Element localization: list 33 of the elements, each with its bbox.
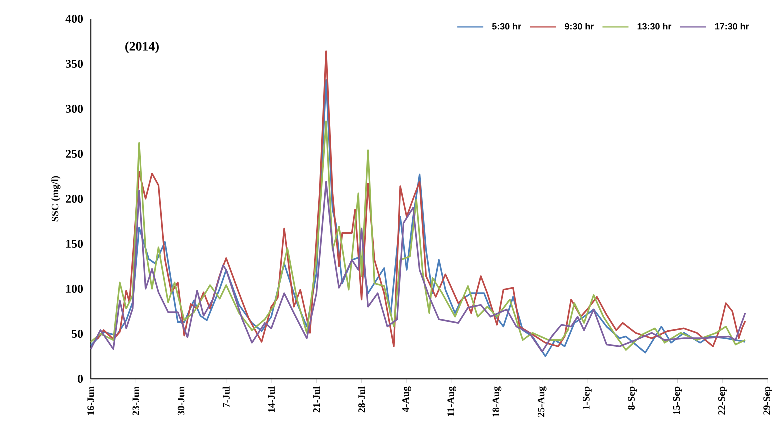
x-tick-label: 30-Jun — [178, 386, 185, 416]
x-tick-label: 18-Aug — [492, 386, 502, 417]
x-tick-label: 21-Jul — [313, 386, 320, 413]
line-series — [90, 120, 746, 351]
x-tick-label: 7-Jul — [222, 386, 230, 408]
x-tick-label: 1-Sep — [583, 386, 592, 410]
x-tick-label: 15-Sep — [673, 386, 682, 414]
x-tick-label: 14-Jul — [268, 386, 276, 412]
y-tick-label: 0 — [78, 374, 84, 384]
x-tick-label: 4-Aug — [402, 386, 412, 412]
x-tick-label: 29-Sep — [764, 386, 772, 415]
y-tick-label: 400 — [66, 14, 84, 24]
legend-label: 13:30 hr — [638, 23, 672, 30]
x-tick-label: 25-Aug — [538, 386, 547, 418]
x-tick-label: 22-Sep — [718, 386, 728, 415]
legend-label: 9:30 hr — [565, 23, 594, 30]
line-series — [90, 181, 746, 353]
y-tick-label: 150 — [66, 240, 84, 248]
y-axis-title: SSC (mg/l) — [52, 176, 61, 222]
y-tick-label: 50 — [72, 330, 84, 338]
y-tick-label: 200 — [66, 194, 84, 204]
y-tick-label: 350 — [66, 60, 84, 68]
x-tick-label: 28-Jul — [358, 386, 366, 413]
y-tick-label: 100 — [66, 284, 84, 294]
legend-label: 17:30 hr — [715, 23, 750, 30]
legend-label: 5:30 hr — [492, 23, 522, 30]
x-tick-label: 23-Jun — [132, 386, 140, 416]
text: (2014) — [126, 42, 159, 54]
x-tick-label: 16-Jun — [88, 386, 94, 416]
y-tick-label: 250 — [66, 150, 84, 158]
y-tick-label: 300 — [66, 104, 84, 114]
x-tick-label: 11-Aug — [448, 386, 456, 416]
x-tick-label: 8-Sep — [628, 386, 637, 410]
